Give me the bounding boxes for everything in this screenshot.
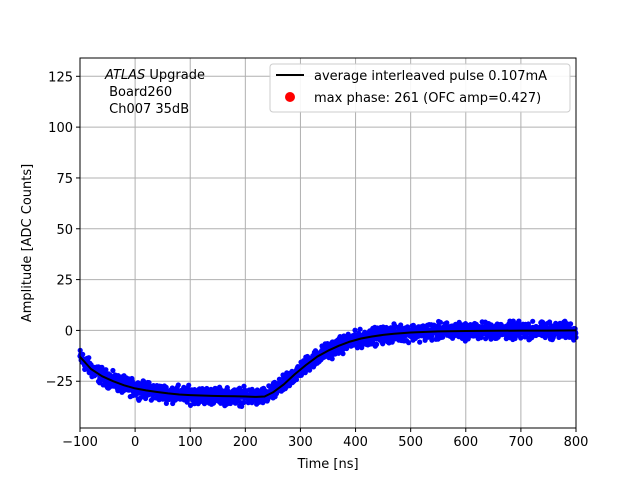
y-tick-label: 0	[65, 324, 73, 339]
scatter-point	[417, 339, 423, 345]
legend-dot-marker	[285, 92, 295, 102]
x-tick-label: 500	[398, 435, 423, 450]
scatter-point	[444, 320, 450, 326]
y-tick-label: 50	[56, 223, 73, 238]
scatter-point	[406, 340, 412, 346]
x-tick-label: 300	[288, 435, 313, 450]
average-pulse-line	[79, 329, 577, 398]
legend-label-average: average interleaved pulse 0.107mA	[314, 69, 547, 84]
scatter-point	[293, 376, 300, 383]
y-axis-ticks: −25 0 25 50 75 100 125	[46, 70, 80, 390]
scatter-point	[340, 351, 346, 357]
x-tick-label: 200	[233, 435, 258, 450]
x-tick-label: 700	[508, 435, 533, 450]
y-tick-label: 75	[56, 172, 73, 187]
x-tick-label: 0	[131, 435, 139, 450]
scatter-point	[398, 322, 404, 328]
x-axis-label: Time [ns]	[296, 457, 358, 472]
atlas-annotation: ATLAS Upgrade Board260 Ch007 35dB	[104, 68, 205, 117]
scatter-point	[175, 382, 181, 388]
annotation-line-2: Board260	[105, 85, 172, 100]
scatter-point	[516, 318, 522, 324]
scatter-point	[329, 356, 335, 362]
scatter-point	[352, 327, 358, 333]
scatter-point	[437, 319, 443, 325]
scatter-point	[307, 367, 313, 373]
scatter-point	[186, 382, 192, 388]
scatter-point	[530, 318, 536, 324]
scatter-point	[374, 341, 380, 347]
x-tick-label: 100	[178, 435, 203, 450]
legend-label-max-phase: max phase: 261 (OFC amp=0.427)	[314, 91, 541, 106]
scatter-point	[568, 321, 574, 327]
annotation-upgrade: Upgrade	[145, 68, 205, 83]
y-tick-label: 100	[48, 121, 73, 136]
scatter-series	[77, 318, 579, 409]
x-tick-label: 400	[343, 435, 368, 450]
x-tick-label: −100	[62, 435, 98, 450]
scatter-point	[357, 326, 363, 332]
y-axis-label: Amplitude [ADC Counts]	[20, 164, 35, 322]
average-pulse-series	[79, 329, 577, 398]
plot-frame	[79, 57, 577, 429]
legend-box	[269, 63, 571, 113]
legend: average interleaved pulse 0.107mA max ph…	[269, 63, 571, 113]
scatter-point	[429, 337, 435, 343]
scatter-point	[518, 335, 524, 341]
x-axis-ticks: −100 0 100 200 300 400 500 600 700 800	[62, 428, 588, 450]
x-tick-label: 600	[453, 435, 478, 450]
scatter-point	[110, 367, 116, 374]
y-tick-label: −25	[46, 375, 73, 390]
scatter-point	[80, 351, 86, 357]
annotation-line-1: ATLAS Upgrade	[104, 68, 205, 83]
scatter-point	[86, 355, 92, 361]
scatter-point	[187, 402, 194, 408]
annotation-atlas: ATLAS	[104, 68, 145, 83]
y-tick-label: 125	[48, 70, 73, 85]
annotation-line-3: Ch007 35dB	[105, 102, 189, 117]
x-tick-label: 800	[564, 435, 589, 450]
plot-area	[80, 58, 576, 428]
scatter-point	[241, 399, 247, 406]
scatter-point	[103, 367, 109, 373]
y-tick-label: 25	[56, 274, 73, 289]
